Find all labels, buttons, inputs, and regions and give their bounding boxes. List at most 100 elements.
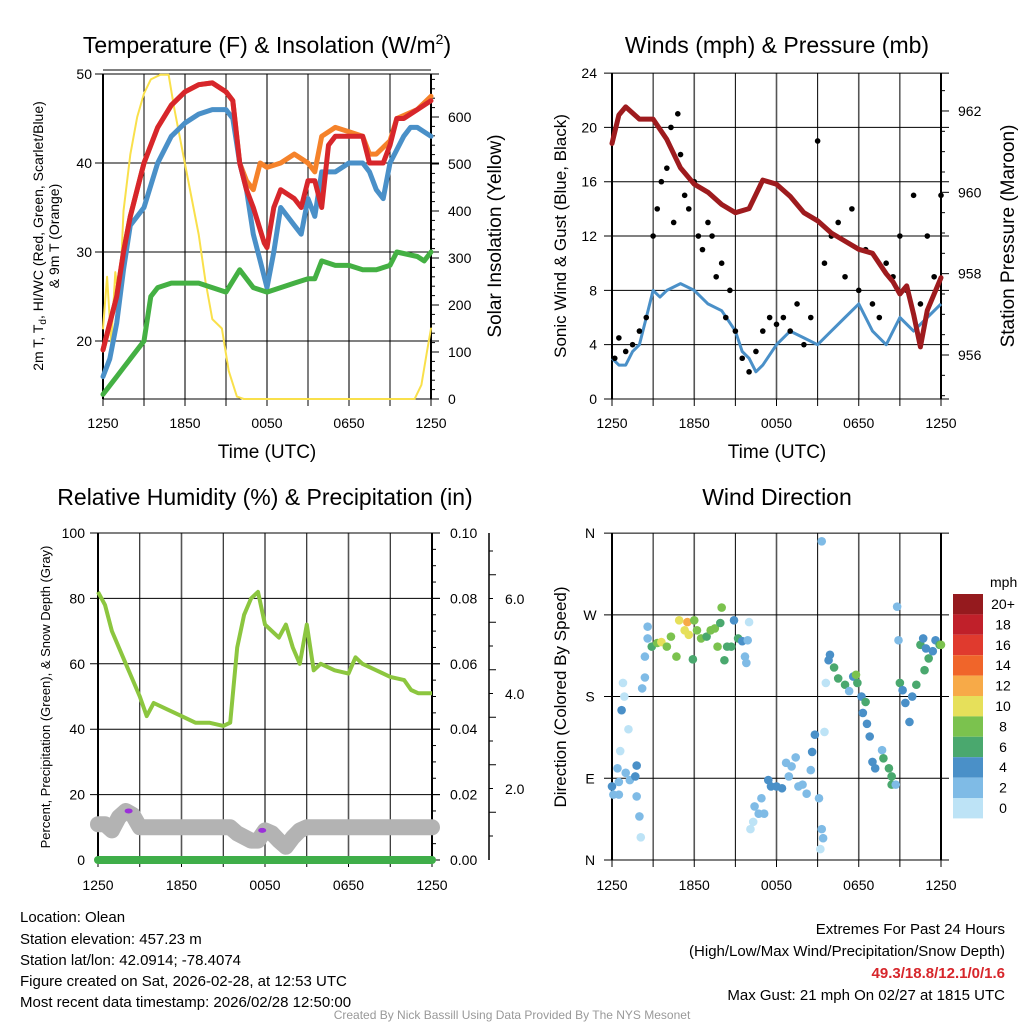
temperature-y-axis-label-line2: & 9m T (Orange) xyxy=(46,184,62,289)
direction-point xyxy=(635,812,644,821)
gust-point xyxy=(924,233,931,239)
legend-label: 2 xyxy=(999,780,1007,796)
gust-point xyxy=(910,192,917,199)
direction-point xyxy=(798,780,807,789)
direction-point xyxy=(912,680,921,690)
legend-swatch xyxy=(953,614,983,635)
direction-point xyxy=(840,680,850,690)
direction-point xyxy=(702,632,711,641)
precip-y-tick-label: 0.00 xyxy=(450,852,477,868)
gust-point xyxy=(643,314,650,321)
gust-point xyxy=(739,355,746,362)
direction-point xyxy=(891,780,901,789)
direction-point xyxy=(692,625,702,635)
direction-point xyxy=(621,768,631,778)
humidity-y-tick-label: 100 xyxy=(62,525,86,541)
temperature-chart-title: Temperature (F) & Insolation (W/m2) xyxy=(83,31,451,58)
extremes-legend: (High/Low/Max Wind/Precipitation/Snow De… xyxy=(689,943,1005,960)
direction-point xyxy=(632,761,641,770)
temperature-y-tick-label: 30 xyxy=(76,244,92,260)
direction-point xyxy=(689,615,699,625)
direction-point xyxy=(833,674,843,683)
snow-y-tick-label: 4.0 xyxy=(505,686,525,702)
gust-point xyxy=(616,335,622,341)
gust-point xyxy=(835,219,841,226)
humidity-y-tick-label: 40 xyxy=(69,721,85,737)
pressure-y-tick-label: 960 xyxy=(958,184,982,200)
gust-point xyxy=(807,314,814,321)
humidity-y-tick-label: 20 xyxy=(69,787,85,803)
humidity-y-tick-label: 80 xyxy=(69,590,85,606)
direction-point xyxy=(683,617,692,627)
latlon-text: Station lat/lon: 42.0914; -78.4074 xyxy=(20,952,241,969)
gust-point xyxy=(766,314,773,321)
direction-point xyxy=(637,684,647,693)
direction-point xyxy=(617,705,626,715)
gust-point xyxy=(705,219,711,226)
direction-point xyxy=(759,809,769,818)
direction-point xyxy=(851,670,861,680)
direction-point xyxy=(936,640,946,650)
direction-point xyxy=(684,630,694,640)
gust-point xyxy=(794,301,800,307)
direction-point xyxy=(820,727,829,737)
direction-point xyxy=(748,817,758,827)
direction-point xyxy=(643,622,652,631)
legend-swatch xyxy=(953,757,983,778)
precip-y-tick-label: 0.06 xyxy=(450,656,477,672)
precip-y-tick-label: 0.04 xyxy=(450,721,477,737)
direction-point xyxy=(861,697,870,707)
legend-label: 18 xyxy=(995,616,1011,632)
legend-label: 12 xyxy=(995,678,1011,694)
direction-y-tick-label: S xyxy=(585,689,594,705)
direction-point xyxy=(924,654,933,663)
insolation-y-tick-label: 300 xyxy=(448,250,472,266)
direction-point xyxy=(672,652,681,661)
credit-text: Created By Nick Bassill Using Data Provi… xyxy=(334,1008,691,1022)
direction-point xyxy=(821,678,831,688)
direction-point xyxy=(618,678,628,688)
pressure-y-tick-label: 958 xyxy=(958,266,982,282)
legend-title: mph xyxy=(990,574,1017,590)
legend-swatch xyxy=(953,594,983,615)
direction-point xyxy=(807,747,817,757)
legend-label: 6 xyxy=(999,739,1007,755)
legend-label: 10 xyxy=(995,698,1011,714)
legend-swatch xyxy=(953,736,983,758)
direction-y-tick-label: N xyxy=(585,525,595,541)
direction-point xyxy=(720,655,729,665)
insolation-y-tick-label: 400 xyxy=(448,203,472,219)
gust-point xyxy=(664,165,670,171)
gust-point xyxy=(801,341,807,348)
direction-point xyxy=(877,745,887,755)
direction-point xyxy=(636,833,646,842)
gust-point xyxy=(842,273,848,280)
direction-point xyxy=(624,724,633,734)
extremes-title: Extremes For Past 24 Hours xyxy=(816,921,1005,938)
gust-point xyxy=(622,348,629,355)
direction-point xyxy=(817,536,827,546)
legend-swatch xyxy=(953,634,983,656)
direction-point xyxy=(862,719,872,729)
gust-point xyxy=(695,233,702,239)
direction-point xyxy=(643,634,652,643)
direction-point xyxy=(717,603,726,612)
gust-point xyxy=(855,287,862,294)
direction-point xyxy=(825,650,835,660)
direction-point xyxy=(806,765,816,775)
direction-point xyxy=(802,789,811,799)
direction-point xyxy=(879,754,888,763)
gust-point xyxy=(938,192,944,199)
legend-label: 4 xyxy=(999,759,1007,775)
gust-point xyxy=(753,348,759,355)
legend-swatch xyxy=(953,716,983,737)
legend-label: 0 xyxy=(999,800,1007,816)
direction-point xyxy=(921,644,931,653)
gust-point xyxy=(611,355,618,362)
temperature-x-tick-label: 0050 xyxy=(251,415,282,431)
direction-point xyxy=(713,642,722,651)
direction-point xyxy=(757,793,766,803)
humidity-x-tick-label: 0650 xyxy=(333,877,364,893)
direction-point xyxy=(750,802,759,811)
direction-point xyxy=(688,655,698,664)
